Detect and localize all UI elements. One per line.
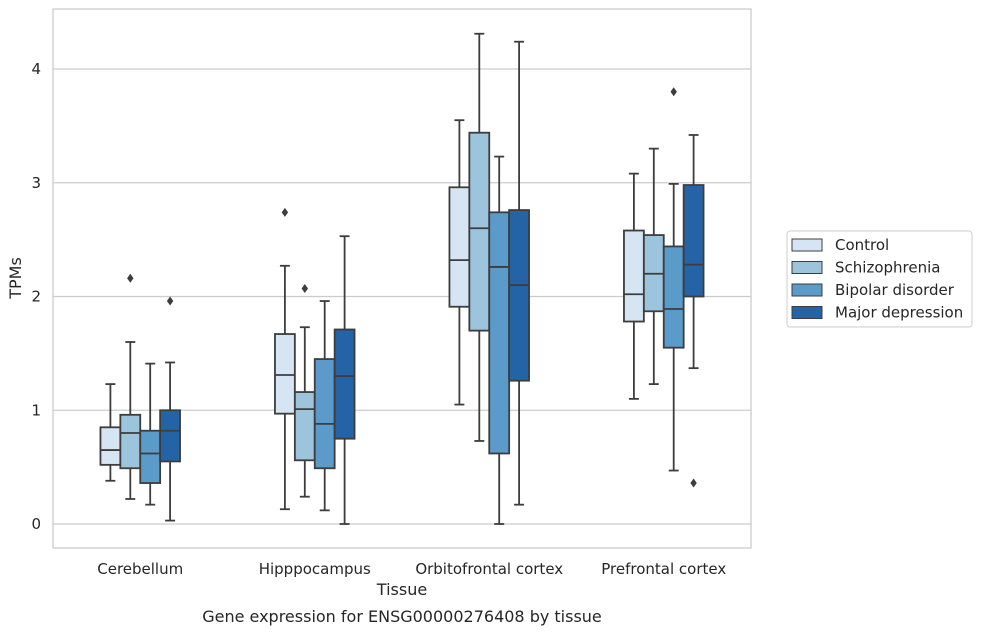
box-hipppocampus-major-depression [333, 235, 356, 525]
box-cerebellum-control [99, 383, 122, 482]
legend-label: Bipolar disorder [835, 281, 955, 299]
box-prefrontal-cortex-control [623, 172, 645, 400]
box-prefrontal-cortex-bipolar-disorder [662, 87, 685, 472]
legend-swatch [791, 283, 823, 297]
legend-swatch [791, 306, 823, 319]
box-cerebellum-schizophrenia [119, 273, 142, 500]
box-orbitofrontal-cortex-control [448, 119, 471, 406]
legend-label: Major depression [835, 304, 963, 322]
y-tick-label: 1 [31, 401, 41, 419]
box-orbitofrontal-cortex-major-depression [508, 40, 530, 506]
box-iqr [139, 429, 162, 484]
box-iqr [99, 426, 122, 466]
box-iqr [159, 409, 181, 463]
box-iqr [682, 184, 705, 298]
box-orbitofrontal-cortex-schizophrenia [468, 32, 491, 442]
y-tick-label: 0 [31, 515, 41, 533]
outlier-point [670, 87, 677, 97]
outlier-point [301, 284, 308, 294]
box-iqr [508, 209, 530, 382]
box-iqr [488, 211, 511, 455]
y-tick-label: 3 [31, 174, 41, 192]
box-orbitofrontal-cortex-bipolar-disorder [488, 155, 511, 525]
outlier-point [690, 478, 697, 488]
box-iqr [313, 358, 336, 470]
legend-item-major-depression: Major depression [791, 304, 963, 322]
x-axis-ticks: Cerebellum Hipppocampus Orbitofrontal cort… [97, 560, 726, 578]
x-axis-label: Tissue [376, 580, 427, 599]
legend-swatch [791, 261, 823, 274]
x-tick-label-cerebellum: Cerebellum [97, 560, 183, 578]
legend: Control Schizophrenia Bipolar disorder Majo… [786, 230, 973, 328]
plot-area-frame [52, 8, 752, 549]
chart-caption: Gene expression for ENSG00000276408 by t… [202, 607, 602, 626]
box-iqr [333, 328, 356, 440]
box-prefrontal-cortex-major-depression [682, 134, 705, 488]
box-cerebellum-bipolar-disorder [139, 362, 162, 506]
y-tick-label: 4 [31, 60, 41, 78]
legend-item-schizophrenia: Schizophrenia [791, 259, 940, 277]
box-hipppocampus-control [274, 207, 296, 511]
outlier-point [166, 296, 174, 306]
box-hipppocampus-schizophrenia [293, 284, 316, 498]
boxes [99, 32, 705, 525]
box-iqr [274, 333, 296, 415]
legend-item-bipolar-disorder: Bipolar disorder [791, 281, 955, 299]
legend-label: Control [835, 236, 889, 254]
box-iqr [119, 413, 142, 470]
outlier-point [281, 207, 289, 217]
box-prefrontal-cortex-schizophrenia [642, 147, 665, 385]
legend-item-control: Control [791, 236, 889, 254]
x-tick-label-orbitofrontal-cortex: Orbitofrontal cortex [415, 560, 563, 578]
box-iqr [662, 245, 685, 349]
box-iqr [623, 229, 645, 323]
legend-swatch [791, 238, 823, 252]
legend-frame [786, 230, 973, 328]
outlier-point [127, 273, 134, 283]
box-cerebellum-major-depression [159, 296, 181, 522]
y-axis-ticks: 0 1 2 3 4 [31, 60, 41, 533]
x-tick-label-prefrontal-cortex: Prefrontal cortex [601, 560, 726, 578]
box-iqr [448, 186, 471, 308]
legend-label: Schizophrenia [835, 259, 940, 277]
box-iqr [468, 131, 491, 332]
box-hipppocampus-bipolar-disorder [313, 300, 336, 512]
y-tick-label: 2 [31, 288, 41, 306]
x-tick-label-hipppocampus: Hipppocampus [259, 560, 371, 578]
box-iqr [293, 391, 316, 462]
y-axis-label: TPMs [6, 257, 25, 300]
